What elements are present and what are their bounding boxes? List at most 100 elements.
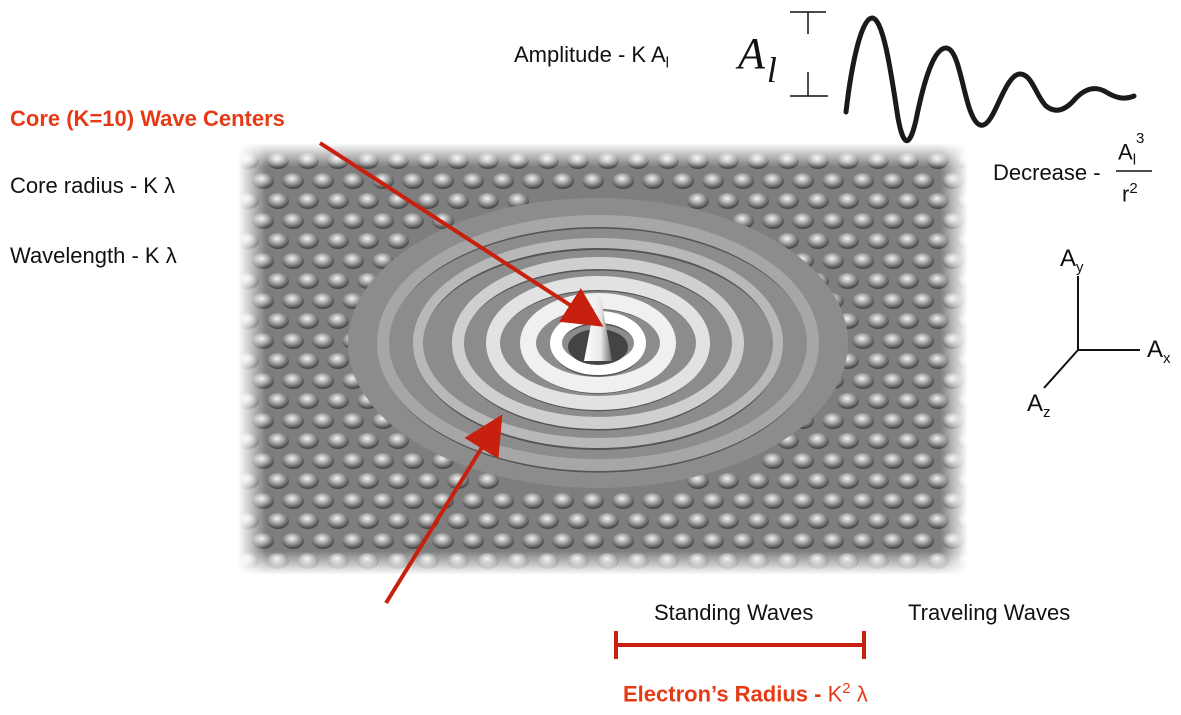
electron-radius-lambda: λ xyxy=(850,681,868,707)
wave-bump xyxy=(327,193,349,209)
wave-bump xyxy=(342,533,364,549)
wave-bump xyxy=(882,213,904,229)
wave-bump xyxy=(867,433,889,449)
decrease-num-a: A xyxy=(1118,139,1133,165)
wave-bump xyxy=(837,433,859,449)
decrease-num-sup: 3 xyxy=(1136,130,1145,147)
wave-bump xyxy=(717,193,739,209)
wave-bump xyxy=(357,233,379,249)
wave-bump xyxy=(342,213,364,229)
wave-bump xyxy=(837,273,859,289)
wave-bump xyxy=(777,193,799,209)
wave-bump xyxy=(267,353,289,369)
wave-bump xyxy=(597,513,619,529)
wave-bump xyxy=(417,193,439,209)
wave-bump xyxy=(867,193,889,209)
wave-bump xyxy=(867,353,889,369)
wave-bump xyxy=(912,413,934,429)
wave-bump xyxy=(267,233,289,249)
coordinate-axes xyxy=(1043,276,1140,389)
wave-bump xyxy=(897,193,919,209)
wave-bump xyxy=(447,193,469,209)
wave-bump xyxy=(867,233,889,249)
wave-bump xyxy=(612,173,634,189)
wave-bump xyxy=(912,293,934,309)
wavelength-label: Wavelength - K λ xyxy=(10,243,177,268)
wave-bump xyxy=(342,493,364,509)
wave-bump xyxy=(267,513,289,529)
decrease-denominator: r2 xyxy=(1122,180,1138,207)
core-title: Core (K=10) Wave Centers xyxy=(10,106,285,131)
wave-bump xyxy=(897,393,919,409)
wave-bump xyxy=(297,233,319,249)
wave-bump xyxy=(867,513,889,529)
wave-bump xyxy=(522,173,544,189)
electron-radius-bracket xyxy=(614,631,866,659)
wave-bump xyxy=(372,493,394,509)
amplitude-sub: l xyxy=(665,54,669,72)
wave-bump xyxy=(807,473,829,489)
wave-bump xyxy=(852,533,874,549)
wave-bump xyxy=(267,393,289,409)
wave-bump xyxy=(312,293,334,309)
traveling-waves-label: Traveling Waves xyxy=(908,600,1071,625)
wave-bump xyxy=(552,173,574,189)
wave-bump xyxy=(642,533,664,549)
wave-bump xyxy=(912,373,934,389)
wave-bump xyxy=(762,493,784,509)
wave-bump xyxy=(762,173,784,189)
wave-bump xyxy=(822,453,844,469)
axis-z-a: A xyxy=(1027,390,1044,417)
wave-bump xyxy=(297,313,319,329)
standing-wave-ring xyxy=(486,276,710,410)
wave-bump xyxy=(477,513,499,529)
wave-bump xyxy=(492,493,514,509)
wave-bump xyxy=(852,373,874,389)
wave-bump xyxy=(762,213,784,229)
wave-bump xyxy=(822,493,844,509)
wave-bump xyxy=(537,513,559,529)
wave-bump xyxy=(882,493,904,509)
wave-bump xyxy=(327,473,349,489)
wave-bump xyxy=(387,473,409,489)
wave-bump xyxy=(897,273,919,289)
wave-bump xyxy=(297,513,319,529)
wave-bump xyxy=(717,513,739,529)
wave-bump xyxy=(357,473,379,489)
wave-bump xyxy=(477,193,499,209)
wave-bump xyxy=(837,513,859,529)
wave-bump xyxy=(357,513,379,529)
wave-bump xyxy=(897,313,919,329)
wave-bump xyxy=(282,453,304,469)
wave-bump xyxy=(822,173,844,189)
wave-bump xyxy=(732,173,754,189)
wave-bump xyxy=(732,493,754,509)
wave-bump xyxy=(882,293,904,309)
wave-bump xyxy=(267,433,289,449)
electron-radius-label: Electron’s Radius - K2 λ xyxy=(623,680,868,707)
wave-bump xyxy=(912,533,934,549)
wave-bump xyxy=(702,173,724,189)
wave-bump xyxy=(852,253,874,269)
wave-bump xyxy=(282,173,304,189)
wave-bump xyxy=(912,333,934,349)
wave-bump xyxy=(897,433,919,449)
wave-bump xyxy=(297,433,319,449)
wave-bump xyxy=(312,173,334,189)
wave-bump xyxy=(432,173,454,189)
axis-y-a: A xyxy=(1060,245,1077,272)
wave-bump xyxy=(387,233,409,249)
wave-bump xyxy=(852,173,874,189)
decrease-den-r: r xyxy=(1122,181,1130,207)
wave-bump xyxy=(312,453,334,469)
wave-bump xyxy=(327,353,349,369)
wave-bump xyxy=(852,213,874,229)
wave-bump xyxy=(672,173,694,189)
wave-bump xyxy=(762,533,784,549)
wave-bump xyxy=(297,353,319,369)
wave-bump xyxy=(867,273,889,289)
wave-bump xyxy=(822,533,844,549)
wave-bump xyxy=(582,533,604,549)
wave-bump xyxy=(747,513,769,529)
